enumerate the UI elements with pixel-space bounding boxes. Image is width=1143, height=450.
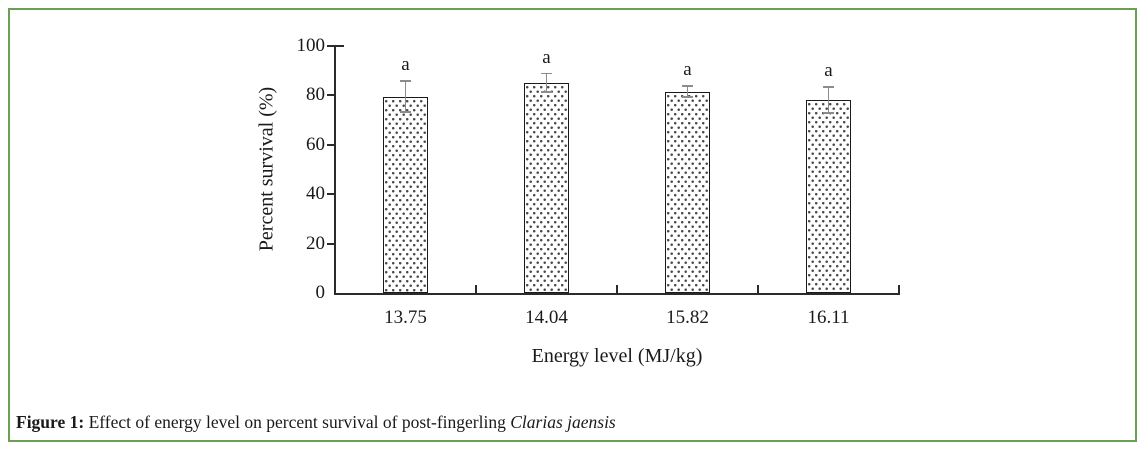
x-axis-tick bbox=[898, 285, 900, 293]
caption-species-name: Clarias jaensis bbox=[510, 412, 616, 432]
error-bar-bottom-cap bbox=[541, 91, 552, 94]
y-axis-title: Percent survival (%) bbox=[255, 86, 278, 252]
y-axis-tick-label: 40 bbox=[306, 183, 325, 205]
y-axis-tick-label: 20 bbox=[306, 232, 325, 254]
survival-bar bbox=[383, 96, 428, 293]
figure-border-frame bbox=[8, 8, 1137, 442]
survival-bar bbox=[806, 100, 851, 293]
error-bar-line bbox=[686, 86, 689, 98]
error-bar-bottom-cap bbox=[823, 112, 834, 114]
significance-letter: a bbox=[683, 59, 692, 81]
y-axis-tick-label: 100 bbox=[296, 35, 326, 56]
y-axis-tick bbox=[327, 143, 334, 146]
y-axis-tick-label: 0 bbox=[315, 282, 326, 303]
y-axis-top-tick bbox=[336, 45, 344, 47]
error-bar-top-cap bbox=[541, 72, 552, 75]
x-axis-category-label: 15.82 bbox=[666, 307, 709, 328]
caption-figure-number: Figure 1: bbox=[16, 412, 85, 432]
error-bar-line bbox=[827, 87, 830, 114]
y-axis-tick bbox=[327, 45, 334, 47]
x-axis-tick bbox=[757, 285, 759, 293]
significance-letter: a bbox=[824, 60, 833, 82]
y-axis-tick bbox=[327, 94, 334, 97]
survival-bar bbox=[524, 83, 569, 293]
error-bar-line bbox=[404, 81, 407, 113]
x-axis-line bbox=[334, 293, 900, 295]
survival-bar bbox=[665, 91, 710, 293]
error-bar-top-cap bbox=[400, 80, 411, 82]
x-axis-category-label: 13.75 bbox=[384, 307, 427, 328]
y-axis-line bbox=[334, 45, 336, 294]
x-axis-title: Energy level (MJ/kg) bbox=[531, 345, 703, 367]
y-axis-tick bbox=[327, 242, 334, 245]
caption-text: Effect of energy level on percent surviv… bbox=[84, 412, 511, 432]
y-axis-tick bbox=[327, 193, 334, 196]
figure-caption: Figure 1: Effect of energy level on perc… bbox=[16, 411, 616, 433]
error-bar-bottom-cap bbox=[682, 96, 693, 98]
error-bar-top-cap bbox=[682, 85, 693, 88]
x-axis-tick bbox=[475, 285, 477, 293]
x-axis-category-label: 16.11 bbox=[807, 307, 850, 328]
error-bar-top-cap bbox=[823, 86, 834, 89]
significance-letter: a bbox=[542, 46, 551, 68]
x-axis-tick bbox=[616, 285, 618, 293]
y-axis-tick-label: 80 bbox=[306, 84, 325, 106]
x-axis-category-label: 14.04 bbox=[525, 307, 568, 328]
error-bar-line bbox=[545, 73, 548, 93]
y-axis-tick-label: 60 bbox=[306, 133, 325, 155]
error-bar-bottom-cap bbox=[400, 111, 411, 113]
significance-letter: a bbox=[401, 54, 410, 76]
